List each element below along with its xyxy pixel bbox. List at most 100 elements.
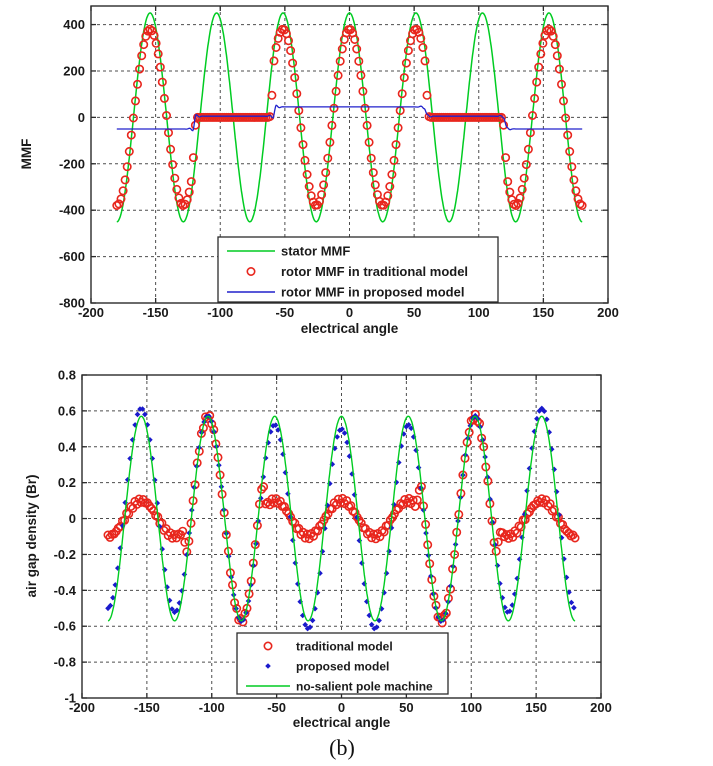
x-axis-label: electrical angle [301,321,399,336]
x-tick-label: -50 [275,305,294,320]
x-tick-label: 150 [533,305,555,320]
circle-marker [143,26,153,36]
circle-marker [521,160,531,170]
diamond-marker [299,612,306,619]
y-tick-label: 0 [78,110,85,125]
y-tick-label: -0.6 [54,619,76,634]
diamond-marker [134,411,141,418]
circle-marker [360,103,370,113]
circle-marker [571,186,581,196]
circle-marker [186,177,196,187]
y-tick-label: 0.4 [58,439,77,454]
series-line [116,104,583,132]
circle-marker [393,123,403,133]
circle-marker [296,123,306,133]
circle-marker [170,173,180,183]
circle-marker [298,140,308,150]
circle-marker [558,96,568,106]
circle-marker [329,103,339,113]
series-no-salient-pole-machine [107,415,576,622]
diamond-marker [260,474,267,480]
circle-marker [286,46,296,56]
y-tick-label: -1 [64,691,76,706]
circle-marker [517,184,527,194]
legend-entry: rotor MMF in traditional model [246,264,468,279]
circle-marker [362,120,372,130]
circle-marker [416,33,426,43]
circle-marker [147,503,157,513]
series-rotor-mmf-in-traditional-model [112,24,587,211]
circle-marker [554,64,564,74]
circle-marker [313,526,323,536]
y-tick-label: -200 [59,156,85,171]
series-rotor-mmf-in-proposed-model [116,104,583,132]
legend-box [217,236,499,303]
circle-marker [569,175,579,185]
circle-marker [165,528,175,538]
x-tick-label: 0 [338,700,345,715]
diamond-marker [497,580,503,587]
circle-marker [132,499,142,509]
y-tick-label: -600 [59,249,85,264]
y-tick-label: 0.8 [58,368,76,383]
y-tick-label: -800 [59,296,85,311]
circle-marker [325,137,335,147]
circle-marker [178,526,188,536]
circle-marker [546,26,556,36]
circle-marker [350,34,360,44]
diamond-marker [152,477,158,483]
circle-marker [114,199,124,209]
circle-marker [548,31,558,41]
circle-marker [391,140,401,150]
circle-marker [139,40,149,50]
diamond-marker [309,617,316,624]
circle-marker [412,495,422,505]
legend-entry: stator MMF [227,244,350,259]
circle-marker [159,93,169,103]
circle-marker [166,144,176,154]
diamond-marker [319,548,326,555]
y-tick-label: 400 [63,17,85,32]
x-tick-label: 200 [597,305,619,320]
circle-marker [103,530,113,540]
diamond-marker [521,511,528,517]
tick-labels: -200 -150 -100 -50 0 50 100 150 200 400 200 0 -200 -4… [59,17,619,320]
diamond-marker [142,411,148,418]
diamond-marker [373,624,380,630]
circle-marker [151,38,161,48]
y-tick-label: 200 [63,63,85,78]
diamond-marker [267,429,274,435]
circle-marker [331,86,341,96]
circle-marker [137,51,147,61]
y-axis-label: MMF [19,139,34,170]
circle-marker [565,147,575,157]
circle-marker [304,182,314,192]
circle-marker [124,147,134,157]
circle-marker [404,493,414,503]
circle-marker [335,56,345,66]
circle-marker [120,175,130,185]
diamond-marker [139,406,146,412]
circle-marker [153,49,163,59]
circle-marker [368,168,378,178]
circle-marker [356,70,366,80]
air-gap-density-vs-electrical-angle-chart: -200 -150 -100 -50 0 50 100 150 200 0.8 0.6 0.4 0.2 0… [24,368,612,731]
x-tick-label: -150 [143,305,169,320]
x-tick-label: -200 [69,700,95,715]
circle-marker [358,86,368,96]
circle-marker [491,546,501,556]
circle-marker [536,49,546,59]
diamond-marker [154,500,161,506]
circle-marker [418,42,428,52]
circle-marker [366,153,376,163]
circle-marker [288,58,298,68]
x-tick-label: 0 [346,305,353,320]
tick-marks [81,374,602,699]
x-tick-label: -100 [199,700,225,715]
circle-marker [530,93,540,103]
circle-marker [269,56,279,66]
circle-marker [387,170,397,180]
diamond-marker [262,455,269,461]
circle-marker [128,113,138,123]
